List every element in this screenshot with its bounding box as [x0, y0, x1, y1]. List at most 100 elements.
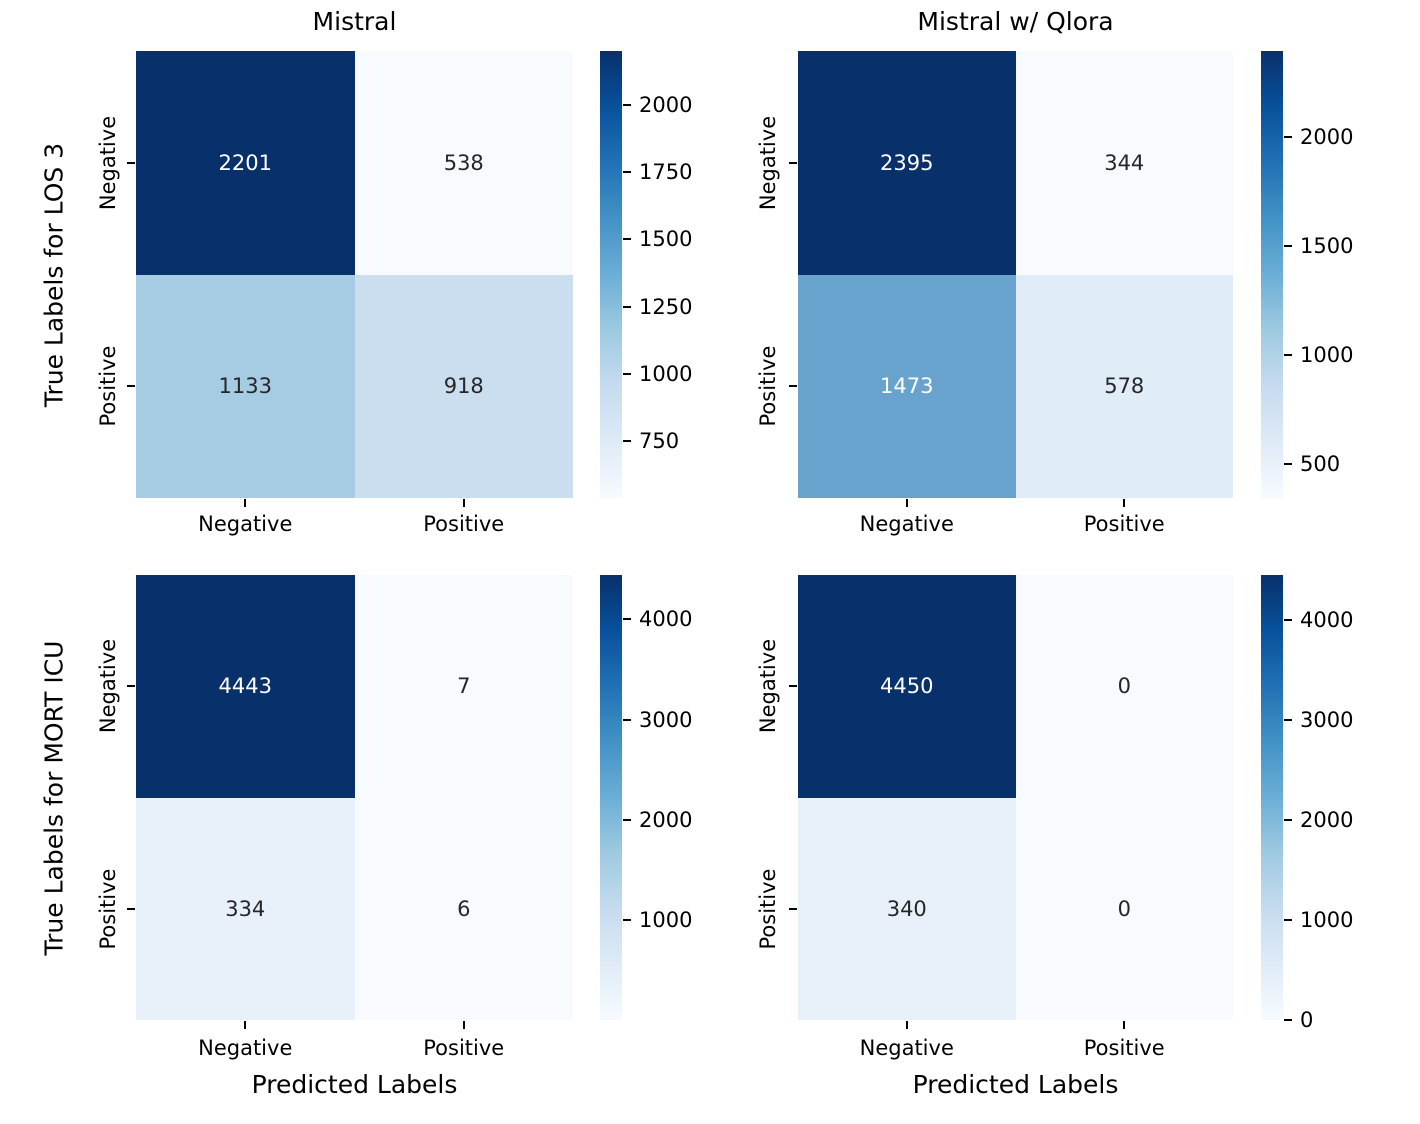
colorbar-tick-label: 1000 — [639, 908, 693, 933]
y-tick-label: Positive — [756, 868, 780, 950]
x-tick-label: Negative — [859, 1036, 954, 1060]
colorbar-tick-mark — [623, 305, 631, 308]
cell-value: 0 — [1117, 896, 1131, 921]
heatmap-cell: 578 — [1015, 274, 1233, 498]
colorbar-tick-mark — [1284, 819, 1292, 821]
x-axis-label: Predicted Labels — [912, 1070, 1119, 1099]
colorbar-tick-mark — [623, 372, 631, 375]
x-tick-mark — [1123, 1021, 1126, 1029]
colorbar-tick-label: 1750 — [639, 160, 693, 185]
y-tick-label: Positive — [756, 345, 780, 427]
x-tick-label: Positive — [1083, 512, 1165, 536]
x-axis-label: Predicted Labels — [251, 1070, 458, 1099]
heatmap-cell: 1473 — [798, 274, 1016, 498]
x-tick-mark — [244, 499, 247, 507]
cell-value: 344 — [1104, 150, 1145, 175]
colorbar-tick-mark — [1284, 719, 1292, 721]
y-tick-mark — [127, 385, 135, 388]
colorbar-tick-label: 1250 — [639, 294, 693, 319]
colorbar-tick-mark — [1284, 354, 1292, 357]
colorbar-tick-label: 2000 — [639, 808, 693, 833]
colorbar-tick-mark — [623, 718, 631, 721]
y-tick-label: Negative — [756, 639, 780, 734]
y-tick-label: Negative — [96, 639, 120, 734]
x-tick-mark — [905, 1021, 908, 1029]
heatmap-cell: 2395 — [798, 51, 1016, 275]
y-tick-label: Positive — [96, 345, 120, 427]
colorbar-tick-mark — [1284, 919, 1292, 921]
cell-value: 0 — [1117, 674, 1131, 699]
colorbar-tick-label: 2000 — [1300, 125, 1354, 150]
x-tick-label: Positive — [1083, 1036, 1165, 1060]
x-tick-label: Negative — [198, 512, 293, 536]
colorbar-tick-label: 1500 — [639, 227, 693, 252]
colorbar-tick-label: 3000 — [639, 707, 693, 732]
cell-value: 4443 — [218, 674, 272, 699]
colorbar-tick-mark — [1284, 1019, 1292, 1021]
colorbar-tick-label: 2000 — [639, 93, 693, 118]
colorbar-gradient — [600, 575, 622, 1020]
y-axis-label: True Labels for MORT ICU — [39, 640, 69, 955]
chart-title: Mistral — [312, 7, 397, 36]
cell-value: 1473 — [880, 374, 934, 399]
heatmap-cell: 538 — [354, 51, 573, 275]
colorbar-tick-label: 1500 — [1300, 234, 1354, 259]
cell-value: 2395 — [880, 150, 934, 175]
colorbar-tick-label: 500 — [1300, 452, 1341, 476]
colorbar-gradient — [600, 51, 622, 498]
colorbar-gradient — [1261, 575, 1283, 1020]
colorbar-tick-label: 1000 — [639, 361, 693, 386]
colorbar-tick-label: 2000 — [1300, 808, 1354, 832]
x-tick-mark — [462, 1021, 465, 1029]
x-tick-label: Positive — [423, 512, 505, 536]
x-tick-label: Negative — [859, 512, 954, 536]
y-tick-mark — [789, 907, 797, 910]
y-tick-mark — [127, 161, 135, 164]
heatmap-cell: 1133 — [136, 274, 355, 498]
colorbar-tick-label: 1000 — [1300, 908, 1354, 932]
heatmap-cell: 6 — [354, 797, 573, 1020]
colorbar-tick-mark — [623, 618, 631, 621]
colorbar-tick-mark — [1284, 136, 1292, 139]
colorbar-tick-label: 4000 — [639, 607, 693, 632]
colorbar-tick-label: 1000 — [1300, 343, 1354, 368]
cell-value: 4450 — [880, 674, 934, 699]
heatmap-cell: 334 — [136, 797, 355, 1020]
heatmap-cell: 2201 — [136, 51, 355, 275]
heatmap-cell: 4450 — [798, 575, 1016, 798]
colorbar-tick-label: 4000 — [1300, 608, 1354, 632]
colorbar-tick-mark — [623, 819, 631, 822]
y-tick-mark — [127, 685, 135, 688]
colorbar-tick-mark — [623, 171, 631, 174]
cell-value: 1133 — [218, 374, 272, 399]
colorbar-gradient — [1261, 51, 1283, 498]
x-tick-label: Positive — [423, 1036, 505, 1060]
heatmap-cell: 4443 — [136, 575, 355, 798]
heatmap-cell: 340 — [798, 797, 1016, 1020]
cell-value: 340 — [886, 896, 927, 921]
cell-value: 538 — [443, 150, 484, 175]
y-tick-label: Positive — [96, 868, 120, 950]
x-tick-mark — [1123, 499, 1126, 507]
cell-value: 334 — [225, 896, 266, 921]
x-tick-mark — [244, 1021, 247, 1029]
x-tick-label: Negative — [198, 1036, 293, 1060]
colorbar-tick-mark — [623, 919, 631, 922]
colorbar-tick-label: 3000 — [1300, 708, 1354, 732]
colorbar-tick-label: 750 — [639, 429, 680, 454]
cell-value: 6 — [457, 896, 471, 921]
y-tick-mark — [127, 907, 135, 910]
y-tick-mark — [789, 685, 797, 688]
heatmap-cell: 918 — [354, 274, 573, 498]
x-tick-mark — [462, 499, 465, 507]
y-tick-label: Negative — [96, 115, 120, 210]
y-axis-label: True Labels for LOS 3 — [39, 142, 69, 407]
colorbar-tick-mark — [1284, 463, 1292, 465]
cell-value: 2201 — [218, 150, 272, 175]
heatmap-cell: 344 — [1015, 51, 1233, 275]
